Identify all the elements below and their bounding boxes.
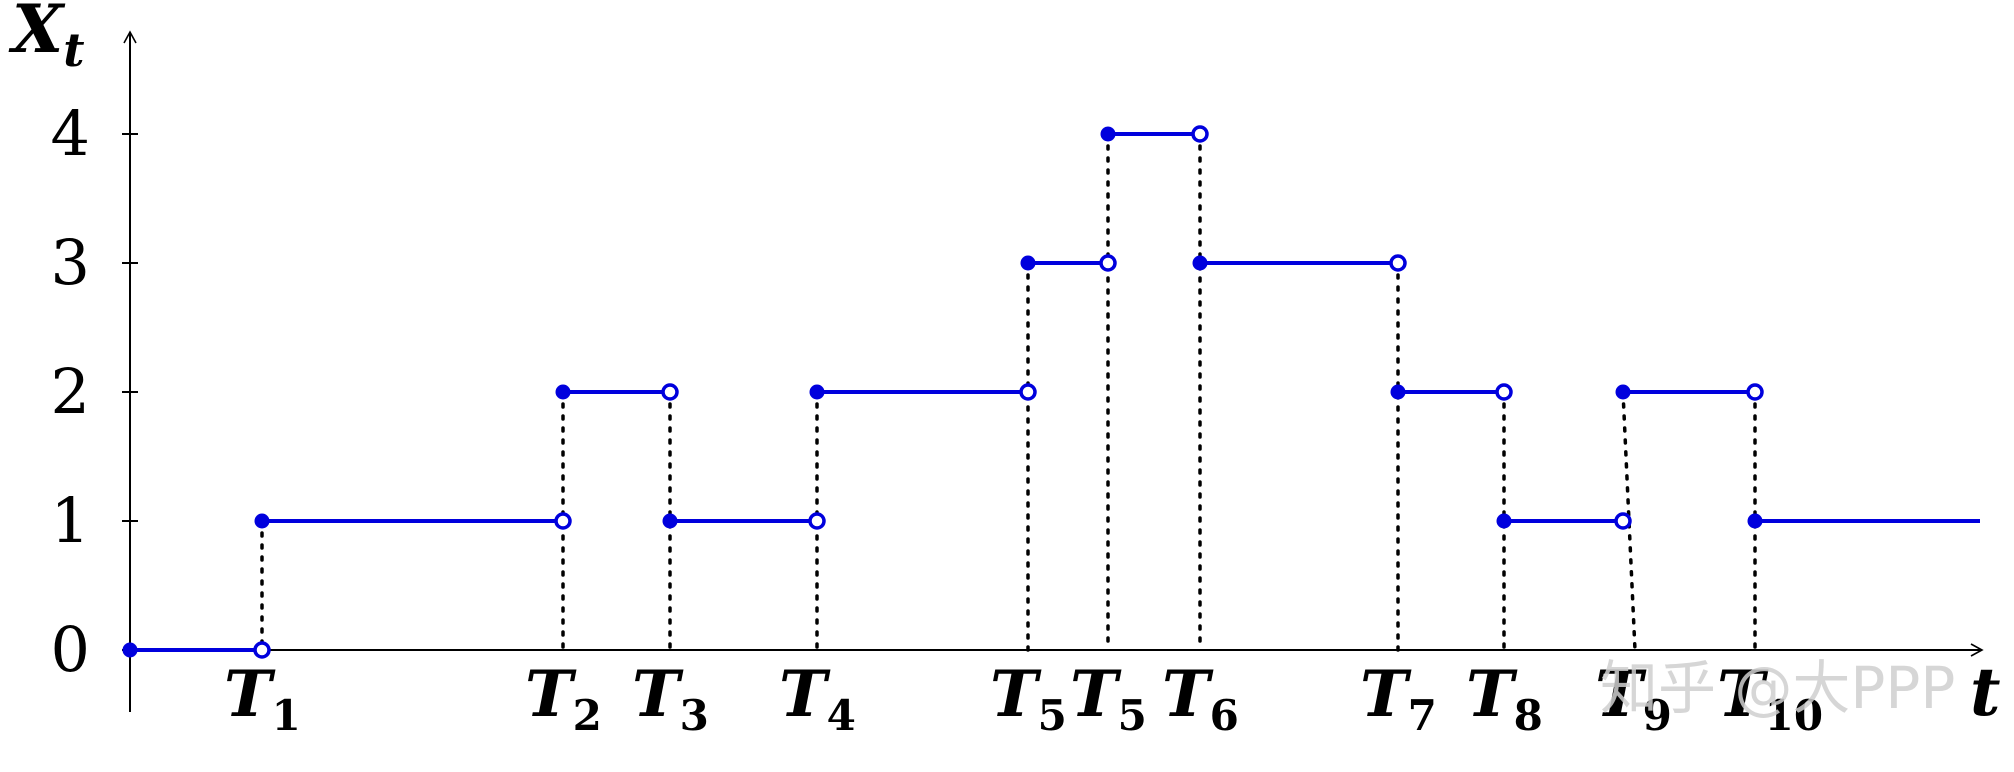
axes [123, 30, 1984, 712]
y-tick-label: 3 [51, 226, 90, 299]
closed-endpoint [1020, 255, 1036, 271]
jump-time-label: T5 [1070, 657, 1147, 740]
y-axis-label: Xt [8, 0, 84, 77]
open-endpoint [1389, 254, 1407, 272]
closed-endpoint [1192, 255, 1208, 271]
closed-endpoint [1615, 384, 1631, 400]
open-endpoint [808, 512, 826, 530]
step-segments [130, 132, 1980, 652]
y-axis-label-base: X [8, 0, 66, 68]
jump-time-labels: T1 T2 T3 T4 T5 T5 T6 T7 T8 T9 T10 [224, 657, 1823, 740]
jump-time-label: T2 [525, 657, 602, 740]
open-endpoint [253, 641, 271, 659]
open-endpoint [554, 512, 572, 530]
y-axis-label-sub: t [63, 23, 84, 77]
jump-guides [260, 132, 1757, 652]
open-endpoint [1099, 254, 1117, 272]
jump-time-label: T6 [1162, 657, 1239, 740]
open-endpoint [1746, 383, 1764, 401]
open-endpoint [1019, 383, 1037, 401]
jump-time-label: T5 [990, 657, 1067, 740]
closed-endpoint [555, 384, 571, 400]
open-endpoint [1495, 383, 1513, 401]
y-tick-label: 4 [51, 97, 90, 170]
closed-endpoint [254, 513, 270, 529]
closed-endpoint [122, 642, 138, 658]
y-tick-label: 0 [51, 613, 90, 686]
watermark: 知乎 @大PPP [1600, 654, 1955, 722]
jump-time-label: T4 [779, 657, 856, 740]
closed-endpoint [1390, 384, 1406, 400]
closed-endpoint [662, 513, 678, 529]
closed-endpoint [1496, 513, 1512, 529]
jump-time-label: T10 [1717, 657, 1823, 740]
x-axis-label: t [1970, 653, 2001, 731]
y-tick-label: 1 [51, 484, 90, 557]
step-endpoints [122, 125, 1764, 659]
closed-endpoint [809, 384, 825, 400]
y-ticks: 0 1 2 3 4 [51, 97, 138, 686]
jump-time-label: T8 [1466, 657, 1543, 740]
jump-time-label: T7 [1360, 657, 1437, 740]
open-endpoint [1191, 125, 1209, 143]
closed-endpoint [1100, 126, 1116, 142]
open-endpoint [661, 383, 679, 401]
jump-time-label: T3 [632, 657, 709, 740]
jump-time-label: T9 [1595, 657, 1672, 740]
jump-guide-line [1621, 390, 1637, 652]
open-endpoint [1614, 512, 1632, 530]
jump-time-label: T1 [224, 657, 301, 740]
y-tick-label: 2 [51, 355, 90, 428]
closed-endpoint [1747, 513, 1763, 529]
